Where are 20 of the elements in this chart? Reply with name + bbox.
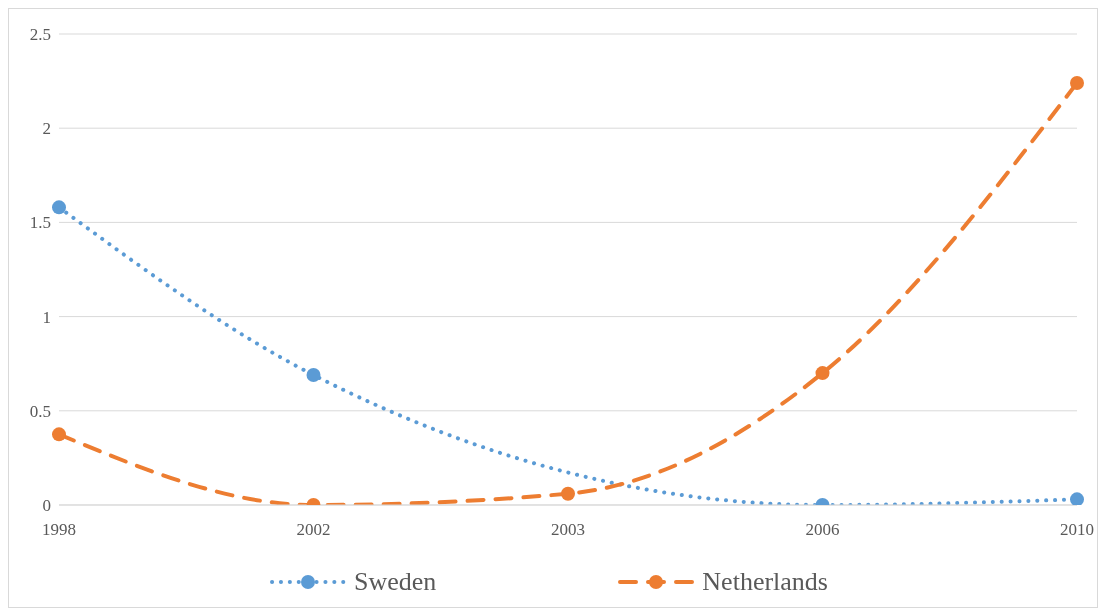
point bbox=[52, 427, 66, 442]
x-tick-label: 2006 bbox=[805, 520, 840, 540]
y-tick-label: 0.5 bbox=[29, 401, 51, 421]
legend-label: Sweden bbox=[354, 567, 437, 597]
legend-label: Netherlands bbox=[702, 567, 828, 597]
x-tick-label: 2002 bbox=[296, 520, 331, 540]
y-tick-label: 2 bbox=[42, 119, 51, 139]
point bbox=[561, 486, 575, 501]
point bbox=[1070, 492, 1084, 505]
y-tick-label: 1 bbox=[42, 307, 51, 327]
x-tick-label: 1998 bbox=[42, 520, 76, 540]
point bbox=[1070, 75, 1084, 90]
point bbox=[815, 366, 830, 381]
point bbox=[306, 368, 321, 382]
x-tick-label: 2010 bbox=[1060, 520, 1094, 540]
point bbox=[52, 200, 66, 215]
y-tick-label: 1.5 bbox=[29, 213, 51, 233]
y-tick-label: 0 bbox=[42, 496, 51, 516]
x-tick-label: 2003 bbox=[551, 520, 585, 540]
y-tick-label: 2.5 bbox=[29, 25, 51, 45]
